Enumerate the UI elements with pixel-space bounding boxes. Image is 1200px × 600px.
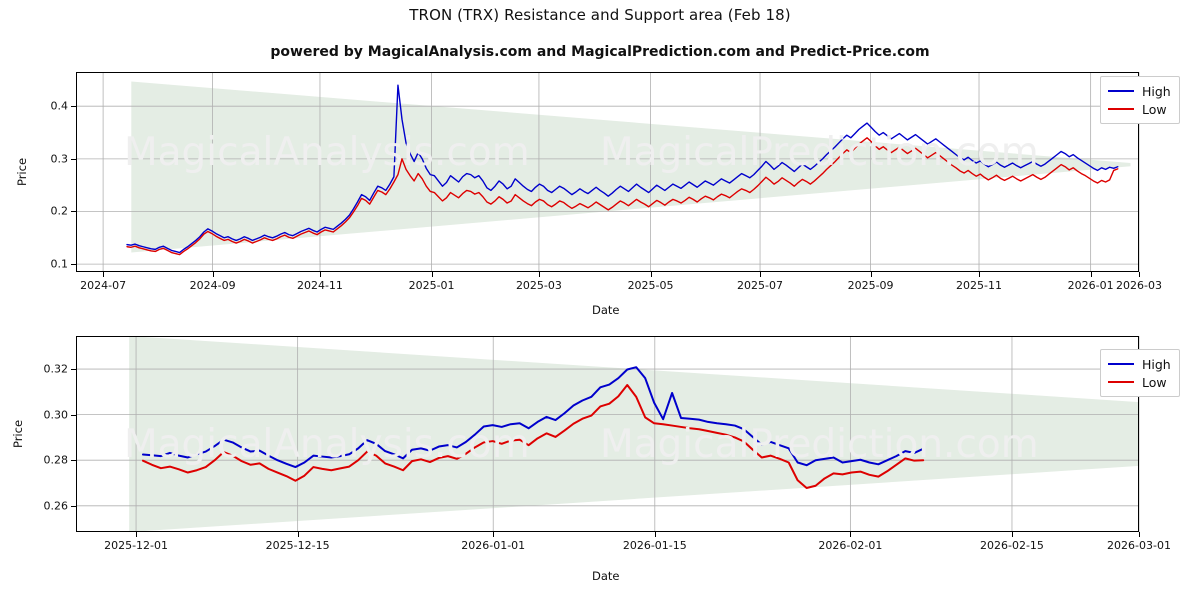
- legend-label: High: [1142, 83, 1171, 99]
- x-tick-mark: [493, 532, 495, 537]
- legend-label: Low: [1142, 101, 1167, 117]
- y-tick-label: 0.4: [50, 99, 69, 113]
- resistance-support-band: [131, 81, 1131, 253]
- x-tick-label: 2025-12-01: [104, 539, 169, 552]
- legend-swatch-low: [1108, 108, 1134, 110]
- overview-plot-border: [76, 72, 1139, 272]
- overview-chart-panel: [76, 72, 1140, 272]
- x-tick-mark: [850, 532, 852, 537]
- y-tick-mark: [71, 106, 76, 108]
- x-tick-label: 2026-02-01: [818, 539, 883, 552]
- x-tick-label: 2025-01: [408, 279, 455, 292]
- x-tick-mark: [1090, 272, 1092, 277]
- y-tick-label: 0.2: [50, 204, 69, 218]
- legend-item-high[interactable]: High: [1108, 82, 1171, 100]
- y-tick-mark: [71, 414, 76, 416]
- y-tick-mark: [71, 158, 76, 160]
- legend-label: Low: [1142, 374, 1167, 390]
- y-tick-label: 0.32: [43, 362, 69, 376]
- legend-item-low[interactable]: Low: [1108, 100, 1171, 118]
- x-tick-mark: [979, 272, 981, 277]
- legend-item-low[interactable]: Low: [1108, 373, 1171, 391]
- x-tick-mark: [870, 272, 872, 277]
- legend-swatch-high: [1108, 90, 1134, 92]
- x-tick-mark: [431, 272, 433, 277]
- page-title: TRON (TRX) Resistance and Support area (…: [409, 6, 791, 24]
- y-tick-mark: [71, 460, 76, 462]
- x-tick-label: 2025-03: [515, 279, 562, 292]
- x-tick-mark: [319, 272, 321, 277]
- x-tick-mark: [212, 272, 214, 277]
- y-tick-label: 0.1: [50, 257, 69, 271]
- legend-swatch-low: [1108, 381, 1134, 383]
- x-tick-label: 2026-03-01: [1107, 539, 1171, 552]
- x-tick-label: 2026-03: [1116, 279, 1162, 292]
- legend-label: High: [1142, 356, 1171, 372]
- x-tick-mark: [1011, 532, 1013, 537]
- x-tick-label: 2025-09: [847, 279, 894, 292]
- x-tick-label: 2026-01: [1067, 279, 1114, 292]
- x-tick-mark: [650, 272, 652, 277]
- y-tick-label: 0.28: [43, 453, 69, 467]
- page-subtitle: powered by MagicalAnalysis.com and Magic…: [270, 44, 930, 60]
- x-tick-mark: [1139, 272, 1140, 277]
- series-line-high: [126, 84, 1119, 254]
- x-tick-label: 2025-11: [956, 279, 1002, 292]
- y-tick-mark: [71, 264, 76, 266]
- series-line-low: [126, 137, 1119, 256]
- x-tick-label: 2026-01-01: [461, 539, 526, 552]
- x-tick-mark: [297, 532, 299, 537]
- overview-plot-area: [76, 72, 1140, 272]
- zoom-y-axis-label: Price: [11, 419, 26, 449]
- resistance-support-band: [129, 336, 1139, 532]
- legend-item-high[interactable]: High: [1108, 355, 1171, 373]
- y-tick-label: 0.3: [50, 152, 69, 166]
- x-tick-mark: [1139, 532, 1140, 537]
- x-tick-mark: [760, 272, 762, 277]
- y-tick-mark: [71, 211, 76, 213]
- x-tick-mark: [136, 532, 138, 537]
- x-tick-mark: [538, 272, 540, 277]
- x-tick-mark: [103, 272, 105, 277]
- x-tick-label: 2026-01-15: [622, 539, 687, 552]
- zoom-chart-panel: [76, 336, 1140, 532]
- zoom-x-axis-label: Date: [592, 569, 620, 583]
- series-line-high: [141, 366, 925, 469]
- x-tick-label: 2025-12-15: [265, 539, 330, 552]
- overview-legend[interactable]: High Low: [1100, 76, 1180, 124]
- x-tick-mark: [654, 532, 656, 537]
- y-tick-mark: [71, 505, 76, 507]
- y-tick-mark: [71, 369, 76, 371]
- x-tick-label: 2025-07: [737, 279, 784, 292]
- legend-swatch-high: [1108, 363, 1134, 365]
- zoom-plot-area: [76, 336, 1140, 532]
- y-tick-label: 0.30: [43, 408, 69, 422]
- x-tick-label: 2024-07: [80, 279, 127, 292]
- x-tick-label: 2025-05: [627, 279, 674, 292]
- x-tick-label: 2024-11: [296, 279, 343, 292]
- x-tick-label: 2024-09: [189, 279, 236, 292]
- x-tick-label: 2026-02-15: [980, 539, 1044, 552]
- zoom-legend[interactable]: High Low: [1100, 349, 1180, 397]
- zoom-plot-border: [76, 336, 1139, 532]
- y-tick-label: 0.26: [43, 499, 69, 513]
- overview-x-axis-label: Date: [592, 303, 620, 317]
- series-line-low: [141, 384, 925, 490]
